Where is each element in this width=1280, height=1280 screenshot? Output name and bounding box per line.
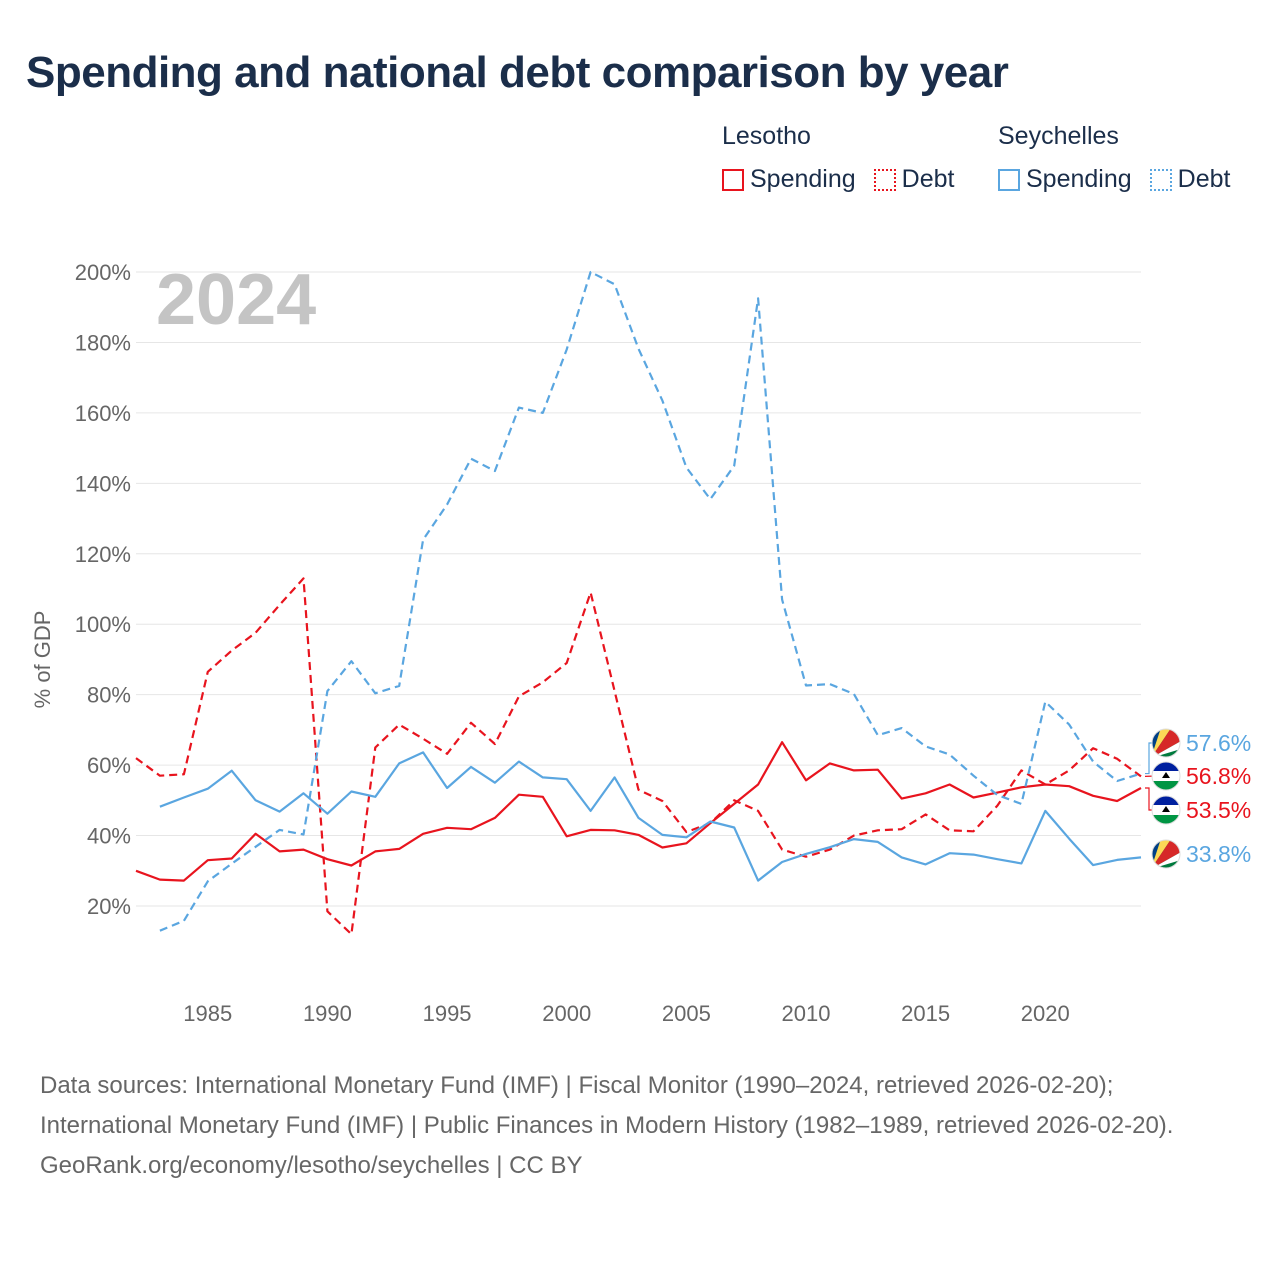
y-tick-label: 180% <box>75 330 131 355</box>
seychelles-flag-icon <box>1151 728 1181 758</box>
legend-item-lesotho-debt[interactable]: Debt <box>873 165 955 194</box>
legend-label: Debt <box>901 165 955 193</box>
y-tick-label: 100% <box>75 612 131 637</box>
flag-ring <box>1151 839 1181 869</box>
flag-band-yellow <box>1152 840 1172 868</box>
flag-band-blue <box>1152 762 1180 771</box>
seychelles-flag-icon <box>1151 839 1181 869</box>
legend-item-lesotho-spending[interactable]: Spending <box>722 165 856 194</box>
data-sources: Data sources: International Monetary Fun… <box>40 1072 1174 1139</box>
flag-band-red <box>1152 729 1180 757</box>
footer: Data sources: International Monetary Fun… <box>40 1066 1240 1186</box>
legend-swatch-dotted-blue <box>1149 168 1172 191</box>
series-line-lesotho-spending <box>135 741 1142 882</box>
x-tick-label: 2005 <box>662 1001 711 1026</box>
legend-swatch-dotted-red <box>873 168 896 191</box>
y-tick-label: 40% <box>87 824 131 849</box>
legend-label: Spending <box>1026 165 1132 193</box>
x-tick-label: 2020 <box>1021 1001 1070 1026</box>
legend-item-seychelles-spending[interactable]: Spending <box>998 165 1132 194</box>
flag-band-green <box>1152 815 1180 824</box>
flag-band-red <box>1152 840 1180 868</box>
flag-band-white <box>1152 852 1180 868</box>
flag-body <box>1152 840 1180 868</box>
end-value-label: 53.5% <box>1186 797 1251 823</box>
legend-seychelles: Seychelles Spending Debt <box>998 122 1230 194</box>
legend-label: Debt <box>1177 165 1231 193</box>
flag-band-green <box>1152 781 1180 790</box>
legend-group-title-seychelles: Seychelles <box>998 122 1119 150</box>
y-tick-label: 160% <box>75 401 131 426</box>
x-tick-label: 1990 <box>303 1001 352 1026</box>
y-tick-label: 80% <box>87 683 131 708</box>
flag-body <box>1152 729 1180 757</box>
legend-label: Spending <box>750 165 856 193</box>
flag-band-white <box>1152 741 1180 757</box>
lesotho-flag-icon <box>1151 761 1181 791</box>
y-tick-label: 120% <box>75 542 131 567</box>
end-value-label: 56.8% <box>1186 763 1251 789</box>
legend-lesotho: Lesotho Spending Debt <box>722 122 954 194</box>
x-tick-label: 1995 <box>423 1001 472 1026</box>
flag-hat <box>1162 806 1170 812</box>
flag-band-blue <box>1152 796 1180 805</box>
end-value-label: 57.6% <box>1186 730 1251 756</box>
legend-item-seychelles-debt[interactable]: Debt <box>1149 165 1231 194</box>
legend-swatch-solid-red <box>722 168 744 191</box>
y-tick-label: 140% <box>75 471 131 496</box>
flag-body <box>1152 762 1180 790</box>
y-tick-label: 60% <box>87 753 131 778</box>
flag-hat <box>1162 772 1170 778</box>
x-tick-label: 2015 <box>901 1001 950 1026</box>
flag-band-yellow <box>1152 729 1172 757</box>
lesotho-flag-icon <box>1151 795 1181 825</box>
legend-group-title-lesotho: Lesotho <box>722 122 811 150</box>
x-tick-label: 1985 <box>183 1001 232 1026</box>
flag-ring <box>1151 795 1181 825</box>
flag-ring <box>1151 728 1181 758</box>
series-line-seychelles-spending <box>159 751 1142 882</box>
x-tick-label: 2000 <box>542 1001 591 1026</box>
y-axis-label: % of GDP <box>30 611 55 709</box>
x-tick-label: 2010 <box>782 1001 831 1026</box>
legend-swatch-solid-blue <box>998 168 1020 191</box>
year-watermark: 2024 <box>156 260 316 340</box>
flag-ring <box>1151 761 1181 791</box>
credit-link[interactable]: GeoRank.org/economy/lesotho/seychelles |… <box>40 1152 583 1179</box>
end-value-label: 33.8% <box>1186 841 1251 867</box>
series-line-seychelles-debt <box>159 270 1142 932</box>
series-line-lesotho-debt <box>135 577 1142 936</box>
y-tick-label: 200% <box>75 260 131 285</box>
chart-title: Spending and national debt comparison by… <box>26 48 1009 97</box>
flag-body <box>1152 796 1180 824</box>
y-tick-label: 20% <box>87 894 131 919</box>
